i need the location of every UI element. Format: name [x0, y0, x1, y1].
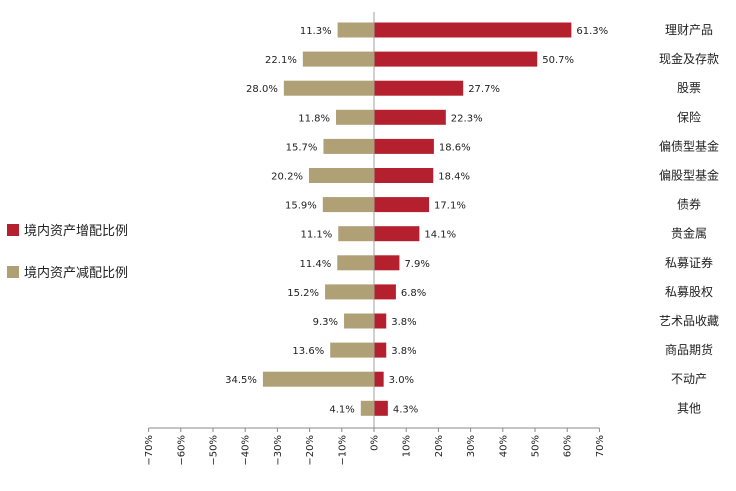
- bar-increase: [374, 138, 434, 154]
- bar-decrease: [308, 168, 374, 183]
- category-label: 不动产: [671, 372, 707, 386]
- bar-decrease: [302, 51, 374, 67]
- bar-increase-label: 18.4%: [438, 172, 470, 183]
- x-tick-label: −20%: [305, 435, 316, 466]
- x-tick-label: 50%: [531, 435, 542, 457]
- bar-increase-label: 61.3%: [576, 26, 608, 37]
- x-tick-label: 60%: [563, 435, 574, 457]
- x-tick-label: 20%: [434, 435, 445, 457]
- bar-decrease: [338, 226, 374, 242]
- bar-increase: [374, 400, 388, 416]
- category-label: 理财产品: [665, 23, 713, 37]
- category-label: 债券: [677, 197, 701, 212]
- bar-increase: [374, 197, 430, 213]
- x-tick-label: 30%: [466, 435, 477, 457]
- bar-decrease: [344, 313, 374, 329]
- category-label: 保险: [677, 109, 701, 124]
- bar-decrease-label: 11.3%: [300, 26, 332, 37]
- bar-decrease-label: 34.5%: [225, 375, 257, 386]
- bar-increase-label: 3.8%: [391, 346, 416, 357]
- x-tick-label: 10%: [402, 435, 413, 457]
- bar-increase-label: 50.7%: [542, 55, 574, 66]
- category-label: 私募证券: [665, 255, 713, 270]
- bar-increase: [374, 226, 420, 242]
- legend-item-decrease-swatch: [7, 266, 19, 278]
- bar-decrease: [262, 371, 374, 387]
- bar-decrease: [283, 80, 374, 96]
- category-label: 商品期货: [665, 342, 713, 357]
- bar-increase-label: 27.7%: [468, 84, 500, 95]
- bar-decrease-label: 13.6%: [292, 346, 324, 357]
- bar-decrease-label: 22.1%: [265, 55, 297, 66]
- bar-decrease: [336, 109, 374, 125]
- bar-decrease-label: 11.1%: [300, 230, 332, 241]
- bar-decrease: [337, 22, 374, 38]
- bar-increase: [374, 168, 434, 183]
- bar-decrease-label: 15.7%: [286, 142, 318, 153]
- bar-increase: [374, 22, 572, 38]
- legend-item-increase-label: 境内资产增配比例: [24, 223, 128, 239]
- legend-item-increase-swatch: [7, 224, 19, 236]
- bar-increase: [374, 284, 396, 300]
- category-label: 私募股权: [665, 285, 713, 299]
- bar-increase-label: 4.3%: [393, 404, 418, 415]
- bar-decrease: [325, 284, 374, 300]
- category-label: 偏债型基金: [659, 138, 719, 153]
- bar-decrease-label: 15.9%: [285, 201, 317, 212]
- bar-decrease: [360, 400, 374, 416]
- x-tick-label: −70%: [144, 435, 155, 466]
- legend-item-decrease-label: 境内资产减配比例: [24, 265, 128, 281]
- category-label: 现金及存款: [659, 51, 719, 66]
- bar-increase: [374, 342, 387, 358]
- bar-decrease: [323, 138, 374, 154]
- x-tick-label: 40%: [498, 435, 509, 457]
- bar-increase-label: 7.9%: [404, 259, 429, 270]
- bar-decrease-label: 20.2%: [271, 172, 303, 183]
- bar-decrease-label: 4.1%: [329, 404, 354, 415]
- x-tick-label: −40%: [241, 435, 252, 466]
- bar-increase-label: 17.1%: [434, 201, 466, 212]
- category-label: 其他: [677, 401, 701, 415]
- bar-decrease: [322, 197, 374, 213]
- bar-decrease-label: 11.4%: [300, 259, 332, 270]
- x-tick-label: 0%: [370, 435, 381, 451]
- bar-increase: [374, 371, 384, 387]
- bar-decrease-label: 28.0%: [246, 84, 278, 95]
- x-tick-label: −50%: [209, 435, 220, 466]
- x-tick-label: −10%: [337, 435, 348, 466]
- x-tick-label: −30%: [273, 435, 284, 466]
- bar-increase-label: 6.8%: [401, 288, 426, 299]
- bar-increase-label: 14.1%: [424, 230, 456, 241]
- bar-decrease: [330, 342, 374, 358]
- bar-decrease: [337, 255, 374, 271]
- category-label: 股票: [677, 81, 701, 95]
- category-label: 偏股型基金: [659, 168, 719, 183]
- bar-decrease-label: 15.2%: [287, 288, 319, 299]
- x-tick-label: 70%: [595, 435, 606, 457]
- bar-decrease-label: 9.3%: [313, 317, 338, 328]
- bar-increase-label: 22.3%: [451, 113, 483, 124]
- bar-increase: [374, 255, 400, 271]
- bar-increase: [374, 51, 538, 67]
- bar-increase: [374, 109, 446, 125]
- bar-decrease-label: 11.8%: [298, 113, 330, 124]
- bar-increase: [374, 313, 387, 329]
- bar-increase: [374, 80, 464, 96]
- category-label: 艺术品收藏: [659, 314, 719, 328]
- bar-increase-label: 3.8%: [391, 317, 416, 328]
- bar-increase-label: 3.0%: [389, 375, 414, 386]
- bar-increase-label: 18.6%: [439, 142, 471, 153]
- category-label: 贵金属: [671, 226, 707, 241]
- x-tick-label: −60%: [176, 435, 187, 466]
